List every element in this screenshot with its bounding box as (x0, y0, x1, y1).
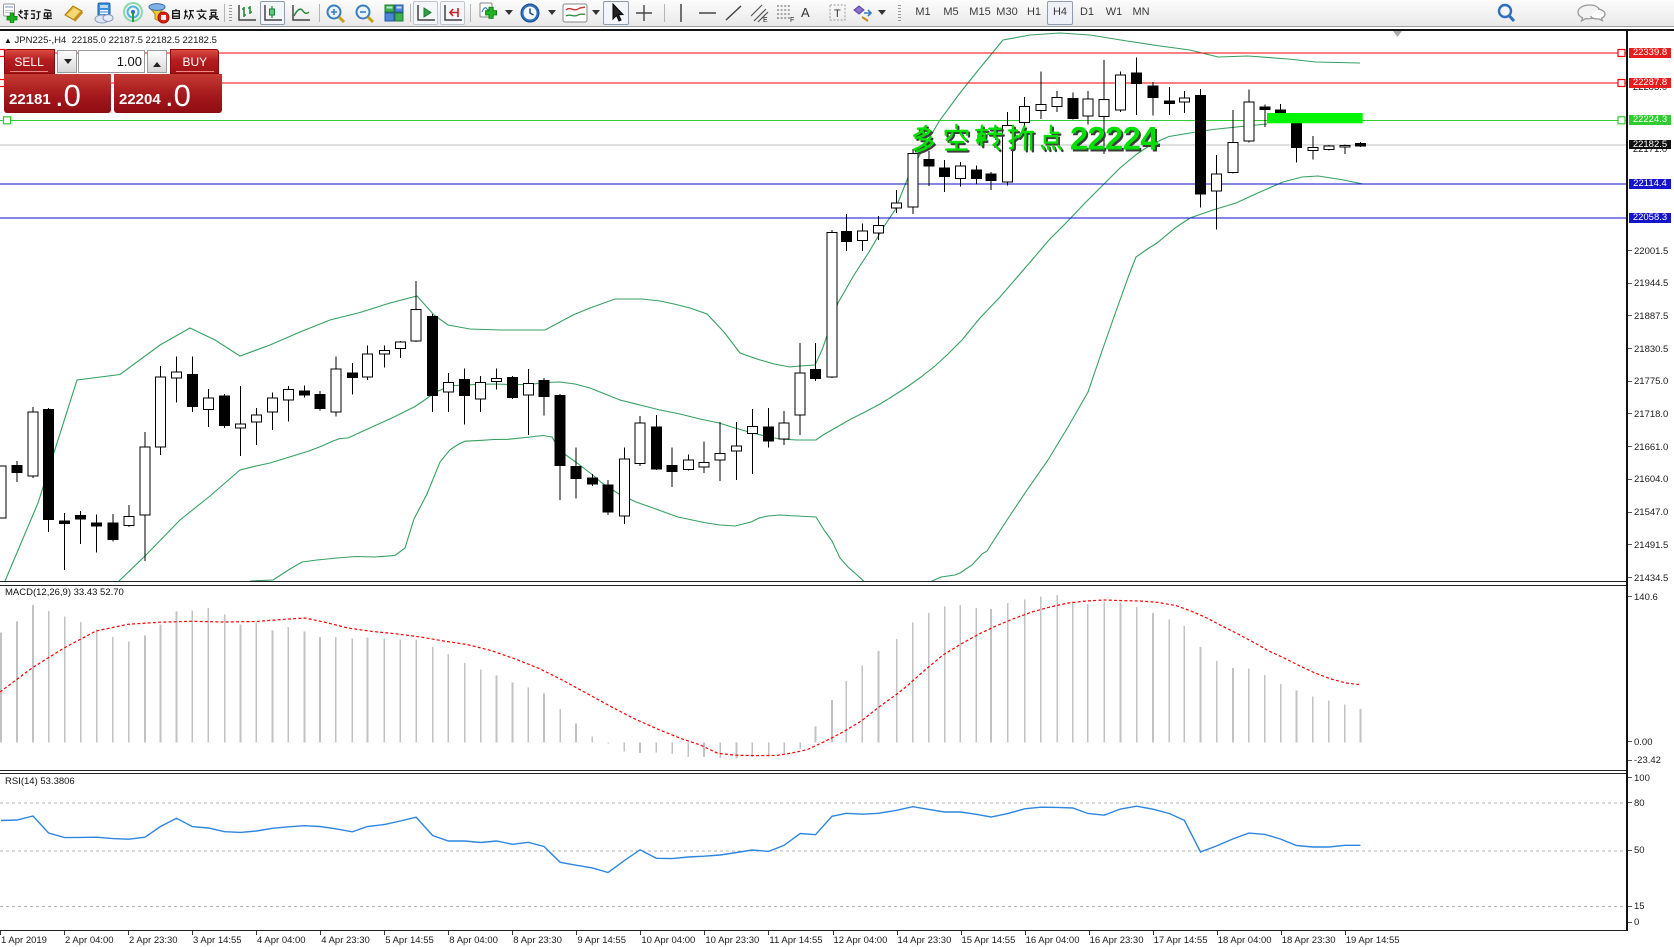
svg-text:F: F (790, 17, 794, 24)
svg-text:T: T (834, 8, 841, 20)
svg-text:E: E (763, 17, 768, 24)
svg-text:22224: 22224 (1070, 121, 1158, 157)
svg-text:22224: 22224 (1072, 122, 1160, 158)
